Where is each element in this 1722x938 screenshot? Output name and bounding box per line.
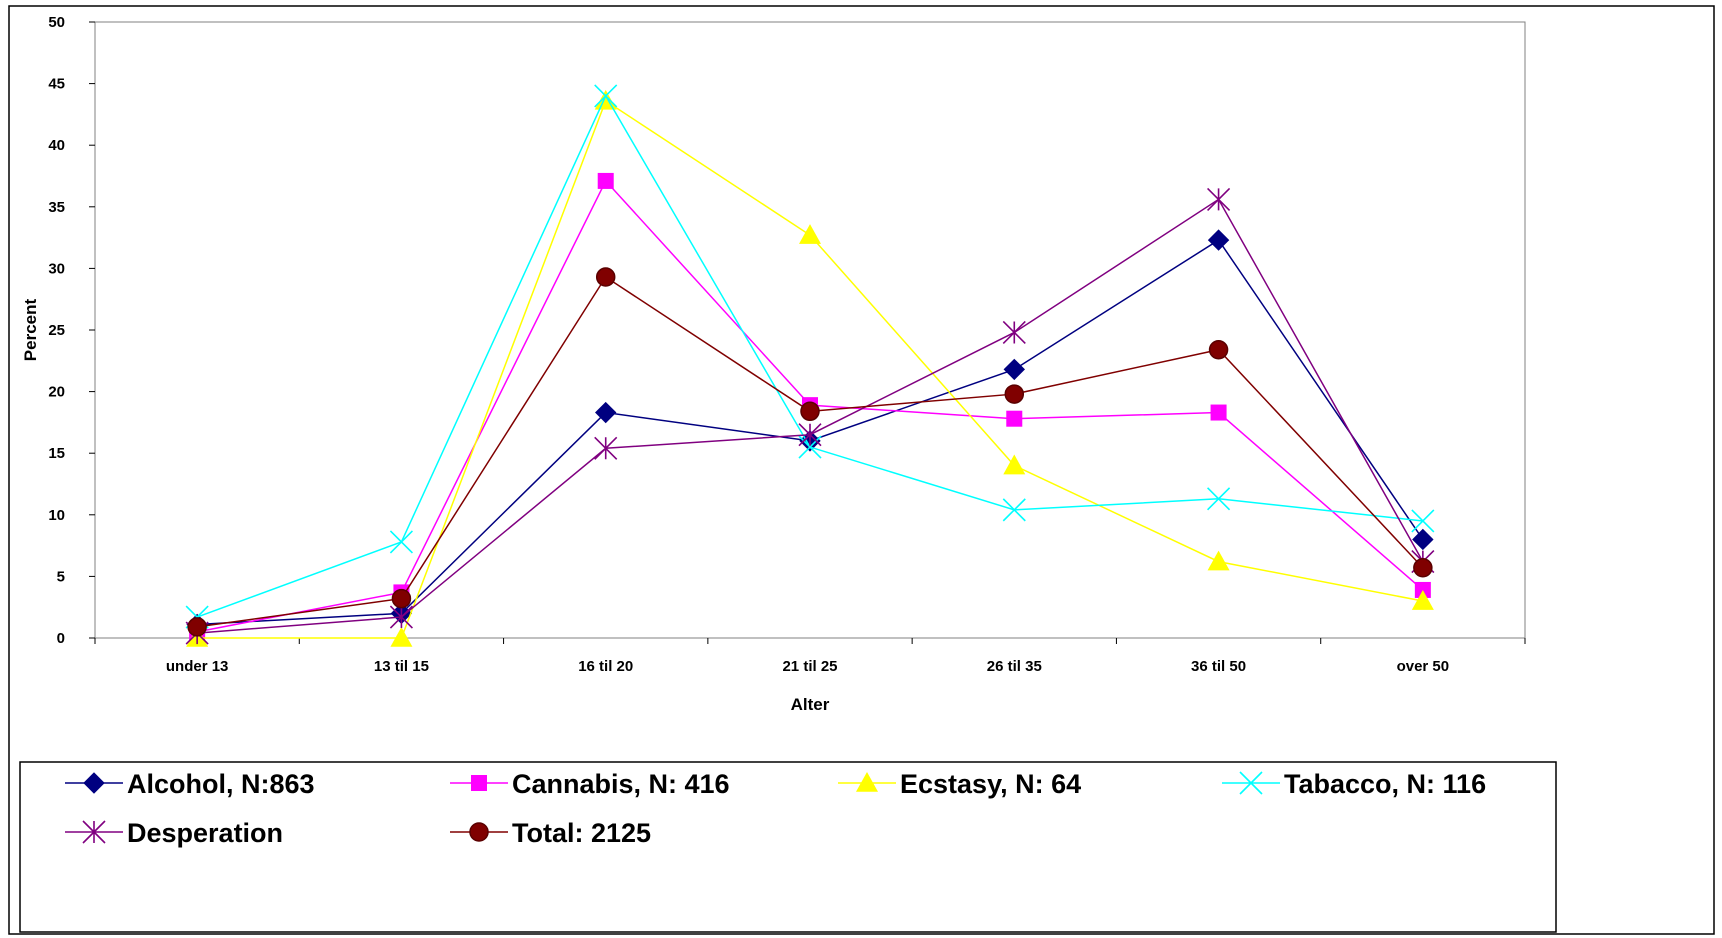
data-point	[390, 627, 413, 647]
x-tick-label: 26 til 35	[987, 658, 1042, 675]
legend-label: Ecstasy, N: 64	[900, 769, 1081, 799]
legend-item: Cannabis, N: 416	[450, 769, 730, 799]
data-point	[391, 588, 412, 609]
data-point	[594, 436, 618, 460]
y-tick-label: 40	[48, 137, 65, 154]
data-point	[389, 530, 413, 554]
data-point	[1414, 581, 1431, 598]
y-tick-label: 5	[57, 568, 65, 585]
data-point	[1002, 320, 1026, 345]
legend-label: Tabacco, N: 116	[1284, 769, 1486, 799]
legend-marker	[1239, 771, 1263, 795]
y-tick-label: 25	[48, 322, 65, 339]
x-tick-label: 13 til 15	[374, 658, 429, 675]
data-point	[798, 423, 822, 447]
legend-marker	[83, 772, 105, 794]
data-point	[800, 401, 820, 422]
data-point	[595, 401, 617, 424]
legend-label: Alcohol, N:863	[127, 769, 315, 799]
legend-item: Total: 2125	[450, 818, 651, 848]
data-point	[1208, 339, 1229, 360]
legend: Alcohol, N:863 Cannabis, N: 416 Ecstasy, N…	[65, 769, 1486, 848]
series-5	[187, 267, 1433, 637]
data-point	[389, 605, 413, 629]
data-point	[595, 267, 616, 287]
legend-marker	[471, 775, 487, 791]
legend-marker	[856, 772, 878, 792]
x-axis-title: Alter	[791, 695, 830, 714]
x-tick-label: 21 til 25	[782, 658, 837, 675]
legend-label: Total: 2125	[512, 818, 651, 848]
data-point	[594, 84, 618, 108]
data-point	[1004, 384, 1025, 404]
data-point	[1207, 187, 1231, 211]
y-tick-label: 0	[57, 630, 65, 647]
data-point	[1411, 509, 1435, 533]
y-tick-label: 50	[48, 14, 65, 31]
legend-item: Ecstasy, N: 64	[838, 769, 1081, 799]
series-layer	[185, 84, 1435, 647]
data-point	[799, 224, 821, 244]
data-point	[798, 435, 822, 459]
y-tick-label: 20	[48, 384, 65, 401]
data-point	[1413, 558, 1433, 578]
data-point	[1006, 410, 1023, 427]
x-tick-label: over 50	[1397, 658, 1450, 675]
data-point	[1207, 550, 1230, 571]
data-point	[1411, 590, 1434, 610]
x-tick-label: 36 til 50	[1191, 658, 1246, 675]
data-point	[1412, 528, 1434, 551]
x-axis: under 13 13 til 15 16 til 20 21 til 25 26 ti…	[94, 638, 1526, 675]
legend-item: Alcohol, N:863	[65, 769, 315, 799]
legend-box	[19, 761, 1557, 933]
legend-item: Desperation	[65, 818, 283, 848]
legend-marker	[82, 820, 106, 844]
y-tick-label: 30	[48, 260, 65, 277]
y-axis: 0 5 10 15 20 25 30 35 40 45 50	[48, 14, 95, 647]
data-point	[1003, 358, 1025, 381]
data-point	[597, 172, 614, 189]
legend-marker	[469, 822, 489, 842]
legend-label: Cannabis, N: 416	[512, 769, 730, 799]
data-point	[187, 617, 207, 637]
y-tick-label: 15	[48, 445, 65, 462]
x-tick-label: under 13	[166, 658, 229, 675]
legend-label: Desperation	[127, 818, 283, 848]
x-tick-label: 16 til 20	[578, 658, 633, 675]
data-point	[1003, 454, 1026, 475]
legend-item: Tabacco, N: 116	[1222, 769, 1486, 799]
data-point	[1207, 229, 1230, 251]
y-tick-label: 45	[48, 76, 65, 93]
y-axis-title: Percent	[21, 298, 40, 361]
series-3	[185, 84, 1435, 629]
data-point	[1002, 498, 1026, 522]
data-point	[1210, 404, 1227, 421]
y-tick-label: 10	[48, 507, 65, 524]
data-point	[1207, 487, 1231, 511]
y-tick-label: 35	[48, 199, 65, 216]
